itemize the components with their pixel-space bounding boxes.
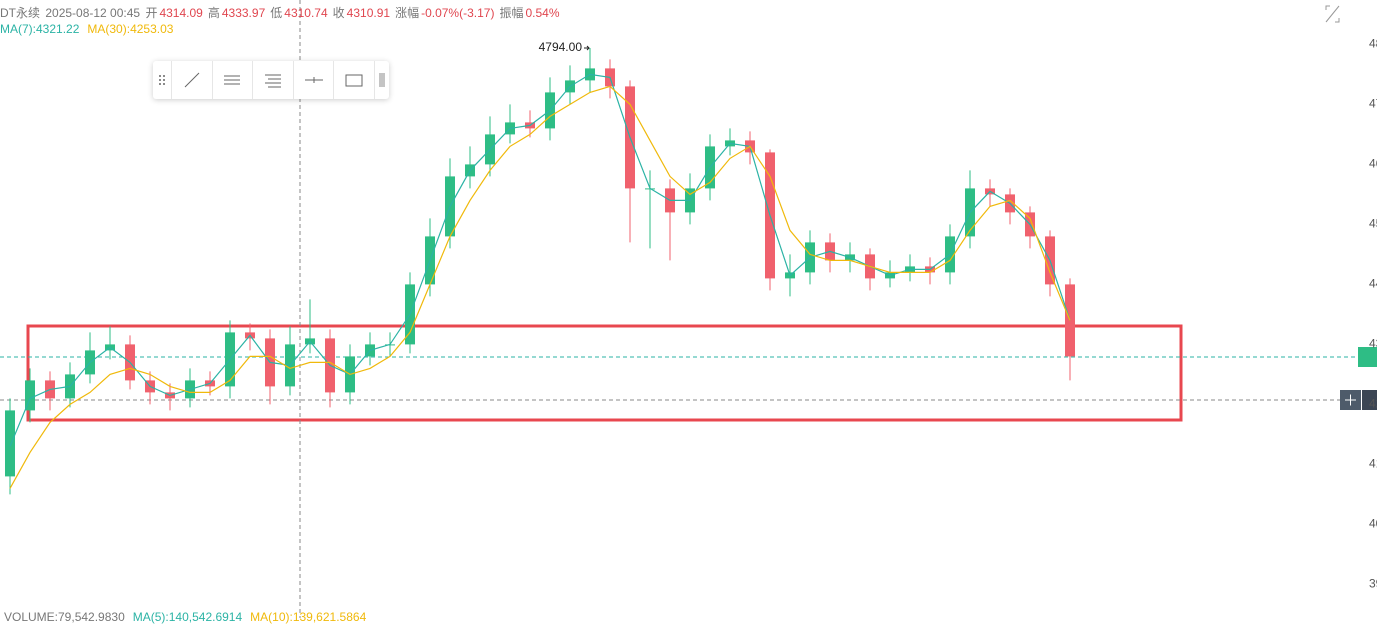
field-value: 4314.09 xyxy=(159,6,203,20)
candle-body xyxy=(25,380,35,411)
volume-legend: VOLUME:79,542.9830 MA(5):140,542.6914 MA(1… xyxy=(4,610,374,624)
field-label: 涨幅 xyxy=(395,6,420,20)
trend-line-tool[interactable] xyxy=(172,61,213,99)
parallel-tool[interactable] xyxy=(213,61,254,99)
y-tick-label: 4100 xyxy=(1369,457,1377,471)
y-tick-label: 4800 xyxy=(1369,37,1377,51)
field-value: 4310.91 xyxy=(346,6,391,20)
candle-body xyxy=(5,410,15,477)
field-value: -0.07%(-3.17) xyxy=(421,6,495,20)
y-tick-label: 4600 xyxy=(1369,157,1377,171)
y-tick-label: 4300 xyxy=(1369,337,1377,351)
drag-handle[interactable] xyxy=(153,61,172,99)
field-label: 高 xyxy=(207,6,220,20)
field-label: 收 xyxy=(332,6,345,20)
field-value: 0.54% xyxy=(525,6,560,20)
last-price-tag xyxy=(1358,347,1377,367)
field-value: 4333.97 xyxy=(221,6,266,20)
volume-ma: MA(5):140,542.6914 xyxy=(132,610,243,624)
hline-tool[interactable] xyxy=(294,61,335,99)
y-tick-label: 4500 xyxy=(1369,217,1377,231)
high-arrow xyxy=(584,45,590,51)
fib-tool[interactable] xyxy=(253,61,294,99)
ma-line xyxy=(9,85,1071,489)
legend-entry: MA(7):4321.22 xyxy=(0,22,80,36)
y-tick-label: 4400 xyxy=(1369,277,1377,291)
datetime: 2025-08-12 00:45 xyxy=(45,6,141,20)
y-tick-label: 4000 xyxy=(1369,517,1377,531)
legend-entry: MA(30):4253.03 xyxy=(87,22,174,36)
field-value: 4310.74 xyxy=(284,6,328,20)
field-label: 振幅 xyxy=(499,6,524,20)
symbol: DT永续 xyxy=(0,6,40,20)
rect-tool[interactable] xyxy=(334,61,376,99)
plot: 4794.00 xyxy=(5,40,1075,495)
y-tick-label: 3900 xyxy=(1369,577,1377,591)
expand-icon[interactable] xyxy=(1325,5,1340,23)
field-label: 开 xyxy=(145,6,158,20)
y-tick-label: 4200 xyxy=(1369,397,1377,411)
volume: VOLUME:79,542.9830 xyxy=(4,610,125,624)
high-label: 4794.00 xyxy=(539,40,583,54)
crosshair-tag xyxy=(1362,390,1377,410)
ma-line xyxy=(9,73,1071,447)
y-tick-label: 4700 xyxy=(1369,97,1377,111)
plus-icon xyxy=(1345,394,1356,406)
ma-legend: MA(7):4321.22 MA(30):4253.03 xyxy=(0,22,181,36)
draw-toolbar xyxy=(153,61,389,99)
annotation-box xyxy=(26,324,1183,422)
field-label: 低 xyxy=(270,6,283,20)
header: DT永续 2025-08-12 00:45 开 4314.09 高 4333.97 低 4… xyxy=(0,4,565,21)
more[interactable] xyxy=(375,61,389,99)
volume-ma: MA(10):139,621.5864 xyxy=(250,610,367,624)
